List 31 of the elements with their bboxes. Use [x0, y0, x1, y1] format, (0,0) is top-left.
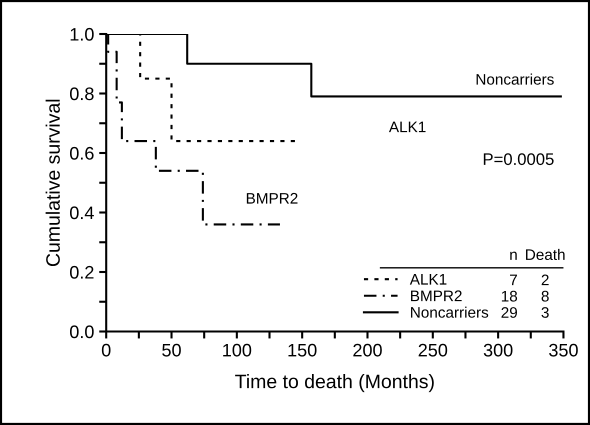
y-tick-label: 0.0 — [70, 325, 94, 338]
x-tick-label: 150 — [288, 344, 317, 357]
annotation: 18 — [502, 290, 518, 302]
x-axis-title: Time to death (Months) — [235, 374, 434, 392]
y-tick-label: 0.6 — [70, 146, 94, 160]
y-tick-label: 0.8 — [70, 87, 94, 100]
x-tick-label: 200 — [353, 344, 382, 357]
x-tick-label: 300 — [484, 344, 512, 357]
annotation: 7 — [510, 274, 517, 286]
text: ALK1 — [388, 122, 426, 132]
legend-label: Noncarriers — [411, 306, 488, 318]
x-tick-label: 100 — [223, 344, 252, 357]
annotation: 29 — [502, 307, 518, 318]
x-tick-label: 50 — [162, 344, 181, 357]
x-tick-label: 250 — [418, 344, 448, 357]
legend-label: BMPR2 — [411, 290, 462, 302]
x-tick-label: 350 — [549, 344, 578, 357]
y-tick-label: 0.4 — [70, 206, 94, 220]
annotation: 8 — [542, 290, 549, 302]
x-tick-label: 0 — [102, 344, 111, 357]
annotation: 2 — [542, 274, 549, 286]
y-tick-label: 1.0 — [70, 28, 94, 41]
annotation: n — [510, 252, 517, 260]
text: BMPR2 — [246, 192, 298, 204]
y-tick-label: 0.2 — [70, 266, 94, 279]
y-axis-title: Cumulative survival — [46, 100, 60, 266]
annotation: P=0.0005 — [484, 153, 554, 166]
annotation: 3 — [541, 307, 549, 318]
legend-label: ALK1 — [410, 274, 446, 285]
text: Noncarriers — [476, 74, 554, 85]
annotation: Death — [526, 248, 565, 260]
